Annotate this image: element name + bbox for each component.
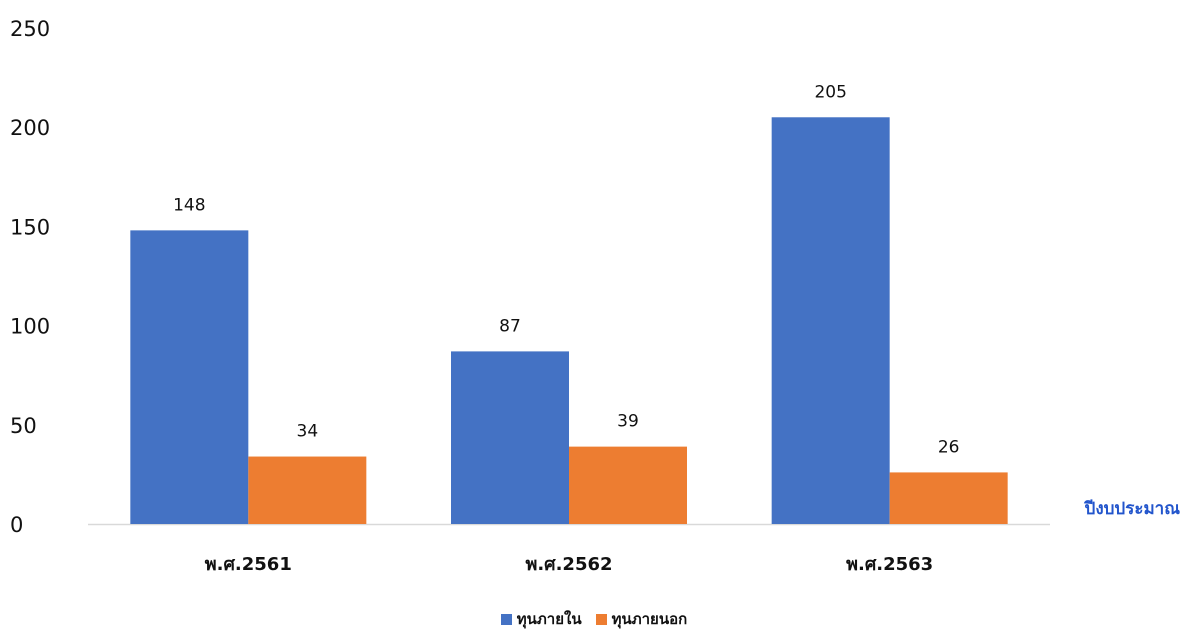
x-axis-title: ปีงบประมาณ <box>1084 498 1181 519</box>
bar-internal <box>130 230 249 525</box>
x-tick-label: พ.ศ.2561 <box>205 554 292 575</box>
y-tick-label: 250 <box>10 17 50 41</box>
legend-item-internal: ทุนภายใน <box>500 607 582 631</box>
x-tick-label: พ.ศ.2562 <box>525 554 612 575</box>
x-axis-ticks: พ.ศ.2561 พ.ศ.2562 พ.ศ.2563 <box>205 554 933 575</box>
legend-label-internal: ทุนภายใน <box>516 610 582 628</box>
x-tick-label: พ.ศ.2563 <box>846 554 933 575</box>
y-tick-label: 50 <box>10 414 37 438</box>
data-labels-group: 148 34 87 39 205 26 <box>173 82 959 457</box>
bar-external <box>889 472 1008 524</box>
legend-swatch-internal <box>500 613 512 625</box>
bars-group <box>130 117 1008 525</box>
legend-item-external: ทุนภายนอก <box>595 607 688 631</box>
bar-internal <box>451 351 569 524</box>
bar-chart: 0 50 100 150 200 250 148 34 87 39 205 26 พ.ศ.… <box>10 17 1181 575</box>
y-tick-label: 0 <box>10 513 23 537</box>
bar-external <box>569 446 687 524</box>
bar-external <box>248 456 367 524</box>
legend: ทุนภายใน ทุนภายนอก <box>0 608 1188 630</box>
bar-internal <box>771 117 890 524</box>
data-label: 205 <box>814 82 846 102</box>
legend-label-external: ทุนภายนอก <box>611 610 688 628</box>
y-axis-ticks: 0 50 100 150 200 250 <box>10 17 50 537</box>
data-label: 34 <box>297 422 319 442</box>
y-tick-label: 150 <box>10 215 50 239</box>
data-label: 87 <box>499 316 521 336</box>
y-tick-label: 100 <box>10 315 50 339</box>
data-label: 26 <box>938 437 960 457</box>
data-label: 148 <box>173 195 205 215</box>
y-tick-label: 200 <box>10 116 50 140</box>
legend-swatch-external <box>595 613 607 625</box>
data-label: 39 <box>617 412 639 432</box>
